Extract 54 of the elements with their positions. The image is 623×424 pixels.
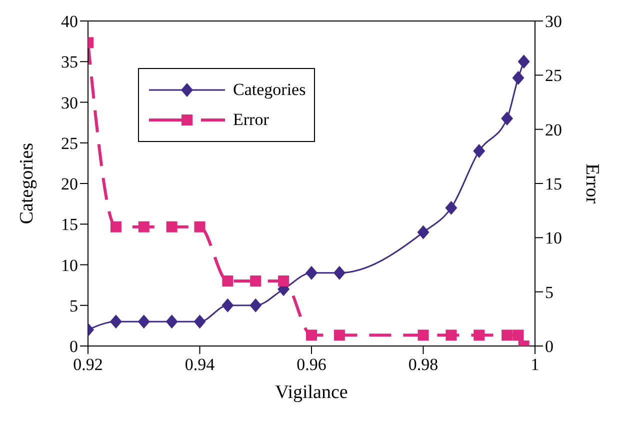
y2-tick-label: 25 bbox=[545, 66, 562, 86]
y-tick-label: 15 bbox=[61, 215, 78, 234]
y2-tick-label: 0 bbox=[545, 337, 554, 356]
point bbox=[502, 330, 513, 341]
point bbox=[512, 330, 524, 341]
point bbox=[306, 266, 318, 280]
point bbox=[417, 225, 430, 240]
point bbox=[333, 266, 346, 280]
point bbox=[250, 298, 262, 312]
point bbox=[138, 221, 150, 232]
point bbox=[250, 276, 262, 286]
point bbox=[445, 200, 458, 215]
x-tick-label: 0.96 bbox=[296, 355, 326, 374]
point bbox=[501, 112, 514, 126]
point bbox=[518, 54, 530, 69]
point bbox=[334, 330, 345, 341]
y2-axis-title: Error bbox=[581, 163, 602, 204]
y-tick-label: 0 bbox=[70, 337, 78, 356]
point bbox=[278, 276, 290, 286]
legend-label: Categories bbox=[233, 80, 306, 100]
point bbox=[138, 314, 150, 329]
y-tick-label: 40 bbox=[61, 12, 78, 32]
x-tick-label: 0.98 bbox=[408, 355, 438, 374]
point bbox=[418, 330, 429, 341]
y-tick-label: 5 bbox=[70, 296, 78, 316]
y-tick-label: 25 bbox=[61, 134, 78, 153]
point bbox=[166, 314, 178, 329]
y-tick-label: 20 bbox=[61, 174, 78, 194]
point bbox=[194, 314, 206, 329]
y2-tick-label: 15 bbox=[545, 174, 562, 194]
point bbox=[512, 70, 524, 85]
point bbox=[446, 330, 457, 341]
point bbox=[110, 221, 122, 232]
y2-tick-label: 5 bbox=[545, 282, 554, 302]
point bbox=[222, 276, 234, 286]
point bbox=[474, 330, 485, 341]
x-tick-label: 0.92 bbox=[73, 355, 103, 374]
y-tick-label: 10 bbox=[61, 256, 78, 275]
point bbox=[110, 314, 122, 329]
x-tick-label: 0.94 bbox=[184, 355, 216, 374]
x-axis-title: Vigilance bbox=[275, 382, 348, 403]
y-axis-title: Categories bbox=[16, 142, 38, 224]
point bbox=[473, 144, 486, 158]
y-tick-label: 35 bbox=[61, 52, 78, 72]
point bbox=[166, 221, 178, 232]
point bbox=[222, 298, 234, 312]
y2-tick-label: 10 bbox=[545, 228, 562, 248]
y2-tick-label: 30 bbox=[545, 12, 562, 32]
y2-tick-label: 20 bbox=[545, 120, 562, 140]
legend-label: Error bbox=[233, 110, 269, 130]
point bbox=[194, 221, 206, 232]
point bbox=[306, 330, 317, 341]
y-tick-label: 30 bbox=[61, 93, 78, 112]
x-tick-label: 1 bbox=[530, 355, 540, 374]
